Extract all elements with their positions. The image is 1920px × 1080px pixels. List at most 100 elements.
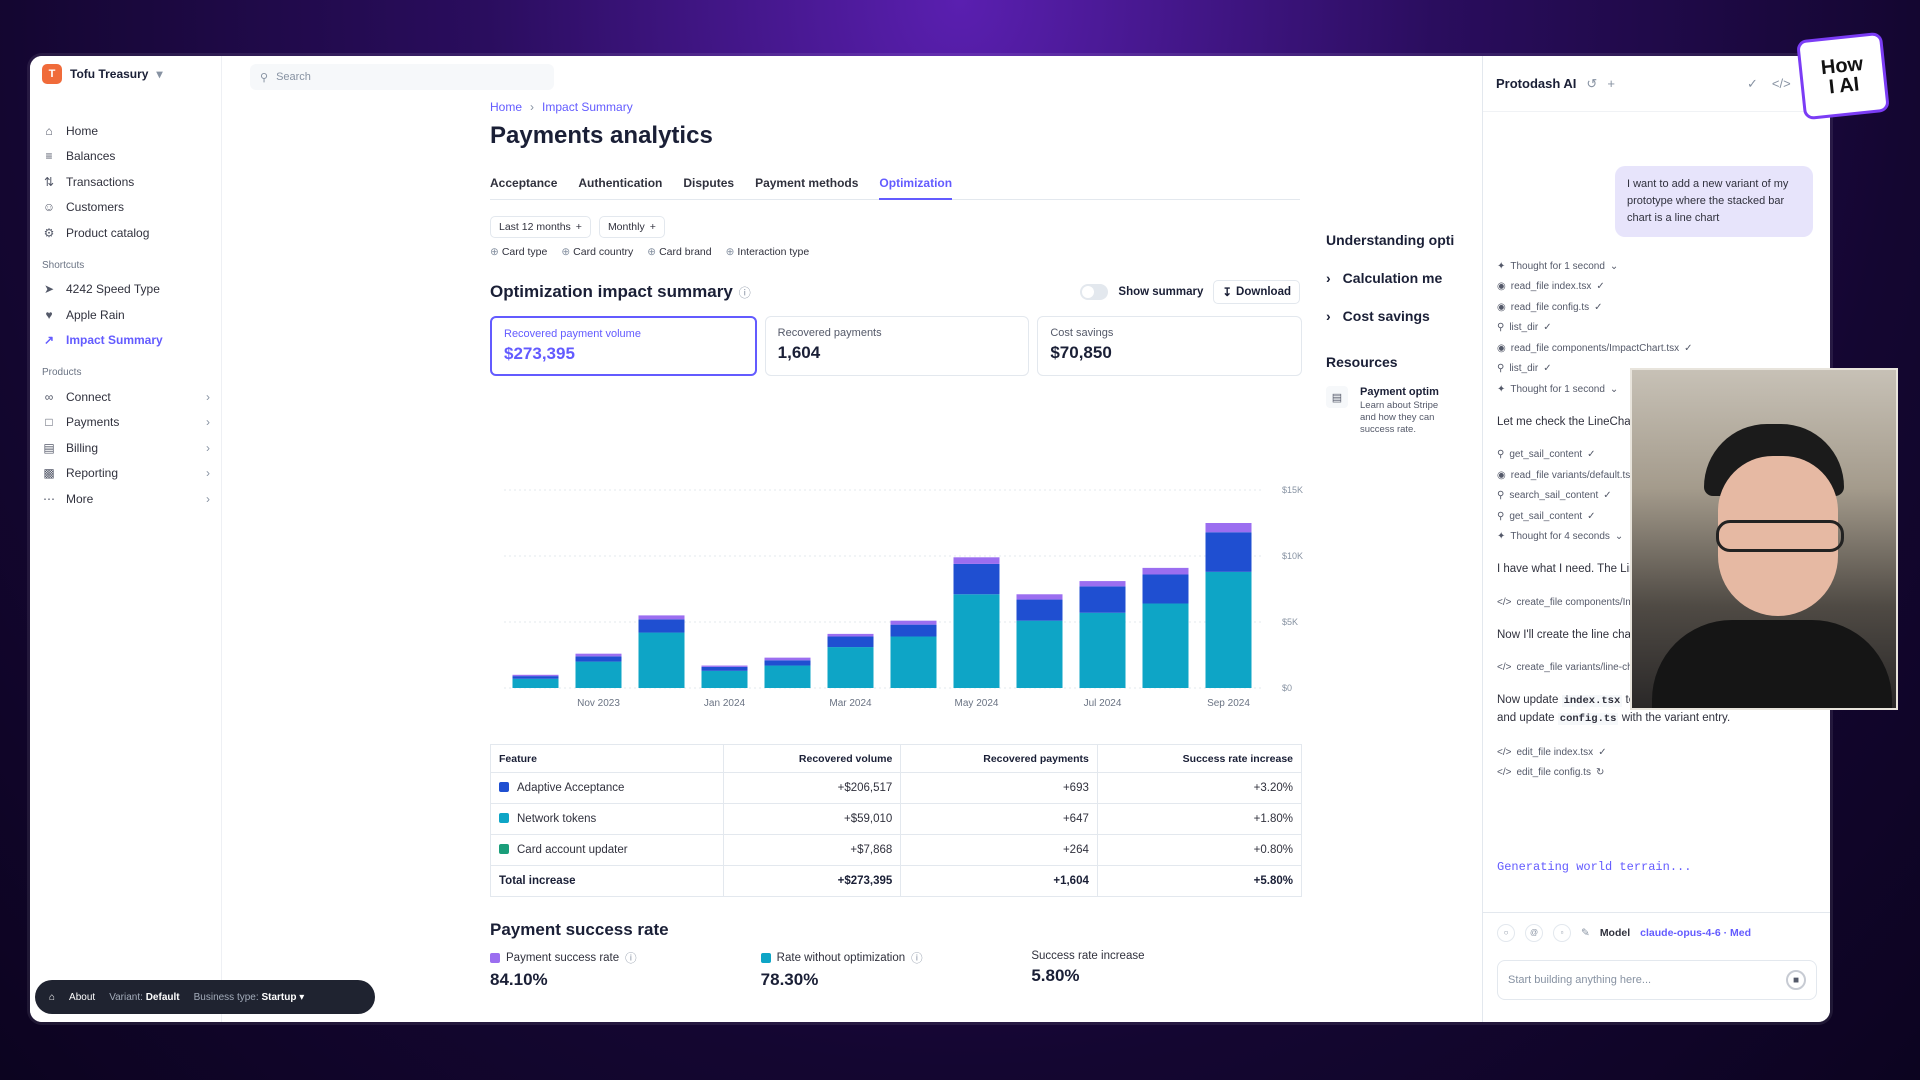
sidebar-item-transactions[interactable]: ⇅ Transactions	[42, 169, 210, 195]
sidebar-item-payments[interactable]: □ Payments ›	[42, 410, 210, 436]
bar-segment[interactable]	[575, 653, 622, 657]
bar-segment[interactable]	[1205, 532, 1252, 572]
bar-segment[interactable]	[1016, 599, 1063, 621]
bar-segment[interactable]	[953, 563, 1000, 595]
sidebar-item-product-catalog[interactable]: ⚙ Product catalog	[42, 220, 210, 246]
resource-card[interactable]: ▤ Payment optim Learn about Stripe and ho…	[1326, 386, 1456, 436]
breadcrumb-current[interactable]: Impact Summary	[542, 100, 633, 114]
bar-segment[interactable]	[575, 661, 622, 688]
image-icon[interactable]: ▫	[1553, 923, 1571, 942]
bar-segment[interactable]	[827, 647, 874, 688]
sidebar-item-speed-type[interactable]: ➤ 4242 Speed Type	[42, 277, 210, 303]
log-entry[interactable]: ✦ Thought for 4 seconds ⌄	[1497, 527, 1827, 548]
show-summary-toggle[interactable]	[1080, 284, 1109, 300]
org-switcher[interactable]: T Tofu Treasury ▾	[42, 64, 163, 84]
log-entry[interactable]: ◉ read_file index.tsx ✓	[1497, 277, 1827, 298]
log-entry[interactable]: ⚲ search_sail_content ✓	[1497, 486, 1827, 507]
kpi-recovered-payments[interactable]: Recovered payments 1,604	[764, 316, 1030, 376]
stop-icon[interactable]: ■	[1786, 970, 1806, 990]
log-entry[interactable]: </> create_file components/Impact	[1497, 592, 1827, 613]
bar-segment[interactable]	[701, 666, 748, 671]
check-circle-icon[interactable]: ✓	[1747, 75, 1758, 91]
bar-segment[interactable]	[512, 678, 559, 688]
variant-value[interactable]: Default	[145, 991, 180, 1003]
log-entry[interactable]: ◉ read_file components/ImpactChart.tsx ✓	[1497, 338, 1827, 359]
bar-segment[interactable]	[764, 657, 811, 661]
filter-chip-card-country[interactable]: ⊕ Card country	[561, 246, 633, 258]
accordion-cost-savings[interactable]: › Cost savings	[1326, 308, 1456, 324]
bar-segment[interactable]	[575, 656, 622, 662]
tab-payment-methods[interactable]: Payment methods	[755, 176, 859, 190]
bar-segment[interactable]	[1205, 523, 1252, 533]
mention-icon[interactable]: @	[1525, 923, 1543, 942]
bar-segment[interactable]	[1079, 612, 1126, 688]
bar-segment[interactable]	[701, 670, 748, 688]
filter-chip-card-type[interactable]: ⊕ Card type	[490, 246, 547, 258]
model-select[interactable]: claude-opus-4-6 · Med	[1640, 926, 1752, 939]
filter-chip-card-brand[interactable]: ⊕ Card brand	[647, 246, 711, 258]
bar-segment[interactable]	[1142, 574, 1189, 604]
kpi-cost-savings[interactable]: Cost savings $70,850	[1037, 316, 1303, 376]
kpi-recovered-volume[interactable]: Recovered payment volume $273,395	[490, 316, 757, 376]
tools-icon[interactable]: ✎	[1581, 926, 1590, 939]
accordion-calculation[interactable]: › Calculation me	[1326, 270, 1456, 286]
bar-segment[interactable]	[512, 676, 559, 679]
attach-icon[interactable]: ○	[1497, 923, 1515, 942]
info-icon[interactable]: ⓘ	[625, 953, 637, 965]
sidebar-item-balances[interactable]: ≡ Balances	[42, 144, 210, 170]
bar-segment[interactable]	[638, 619, 685, 633]
bar-segment[interactable]	[890, 636, 937, 688]
bar-segment[interactable]	[953, 594, 1000, 688]
bar-segment[interactable]	[1142, 603, 1189, 688]
tab-optimization[interactable]: Optimization	[879, 176, 953, 200]
sidebar-item-impact-summary[interactable]: ↗ Impact Summary	[42, 328, 210, 354]
bar-segment[interactable]	[1016, 594, 1063, 600]
sidebar-item-billing[interactable]: ▤ Billing ›	[42, 435, 210, 461]
search-input[interactable]: ⚲ Search	[250, 64, 554, 90]
bar-segment[interactable]	[638, 615, 685, 620]
bar-segment[interactable]	[701, 665, 748, 667]
bar-segment[interactable]	[890, 620, 937, 625]
sidebar-item-more[interactable]: ⋯ More ›	[42, 486, 210, 512]
bar-segment[interactable]	[638, 632, 685, 688]
sidebar-item-home[interactable]: ⌂ Home	[42, 118, 210, 144]
filter-chip-interaction-type[interactable]: ⊕ Interaction type	[726, 246, 810, 258]
home-icon[interactable]: ⌂	[49, 991, 56, 1003]
log-entry[interactable]: ⚲ list_dir ✓	[1497, 359, 1827, 380]
log-entry[interactable]: </> edit_file index.tsx ✓	[1497, 742, 1827, 763]
log-entry[interactable]: ◉ read_file config.ts ✓	[1497, 297, 1827, 318]
about-button[interactable]: About	[69, 991, 96, 1003]
bar-segment[interactable]	[764, 665, 811, 688]
info-icon[interactable]: ⓘ	[738, 285, 751, 300]
log-entry[interactable]: ⚲ list_dir ✓	[1497, 318, 1827, 339]
new-chat-icon[interactable]: +	[1607, 76, 1615, 91]
bar-segment[interactable]	[1079, 586, 1126, 613]
sidebar-item-customers[interactable]: ☺ Customers	[42, 195, 210, 221]
interval-filter[interactable]: Monthly +	[598, 216, 665, 238]
bar-segment[interactable]	[1142, 567, 1189, 575]
date-range-filter[interactable]: Last 12 months +	[490, 216, 591, 238]
bar-segment[interactable]	[827, 636, 874, 648]
bar-segment[interactable]	[1016, 620, 1063, 688]
bar-segment[interactable]	[1079, 581, 1126, 587]
bar-segment[interactable]	[764, 660, 811, 666]
download-button[interactable]: ↧ Download	[1213, 280, 1300, 304]
bar-segment[interactable]	[512, 674, 559, 677]
ai-prompt-input[interactable]: Start building anything here... ■	[1497, 960, 1817, 1000]
sidebar-item-apple-rain[interactable]: ♥ Apple Rain	[42, 302, 210, 328]
bar-segment[interactable]	[1205, 571, 1252, 688]
bar-segment[interactable]	[827, 633, 874, 637]
log-entry[interactable]: ⚲ get_sail_content ✓	[1497, 445, 1827, 466]
history-icon[interactable]: ↺	[1586, 75, 1598, 91]
log-entry[interactable]: ✦ Thought for 1 second ⌄	[1497, 256, 1827, 277]
code-icon[interactable]: </>	[1771, 75, 1791, 91]
tab-disputes[interactable]: Disputes	[683, 176, 735, 190]
breadcrumb-home[interactable]: Home	[490, 100, 523, 114]
bar-segment[interactable]	[953, 557, 1000, 564]
business-type-select[interactable]: Business type: Startup ▾	[194, 992, 305, 1003]
log-entry[interactable]: ✦ Thought for 1 second ⌄	[1497, 379, 1827, 400]
tab-authentication[interactable]: Authentication	[578, 176, 663, 190]
info-icon[interactable]: ⓘ	[911, 953, 923, 965]
bar-segment[interactable]	[890, 624, 937, 637]
sidebar-item-reporting[interactable]: ▩ Reporting ›	[42, 461, 210, 487]
